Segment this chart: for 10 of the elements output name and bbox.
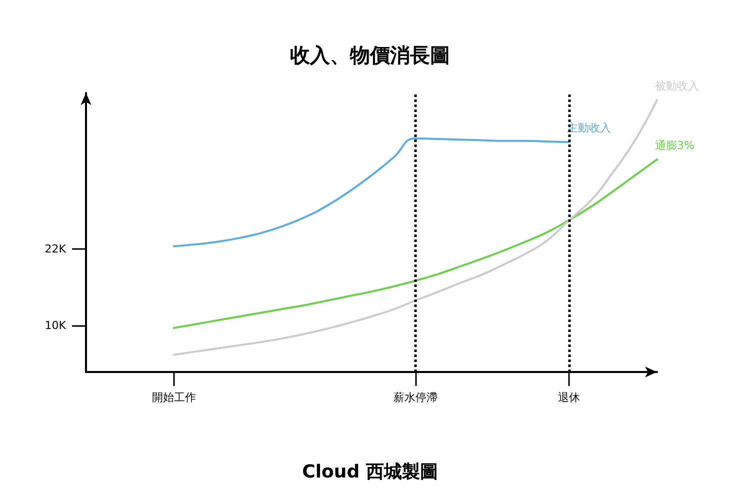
text: Cloud 西城製圖 [302, 462, 438, 482]
line-series [172, 158, 658, 329]
y-tick-label: 10K [44, 318, 67, 332]
chart-title: 收入、物價消長圖 [290, 43, 450, 67]
y-tick-label: 22K [44, 242, 67, 256]
line-series [172, 137, 570, 248]
series-label: 通膨3% [655, 138, 694, 152]
x-tick-label: 退休 [558, 391, 580, 404]
x-tick-label: 薪水停滯 [393, 391, 438, 404]
x-tick-label: 開始工作 [152, 391, 196, 404]
